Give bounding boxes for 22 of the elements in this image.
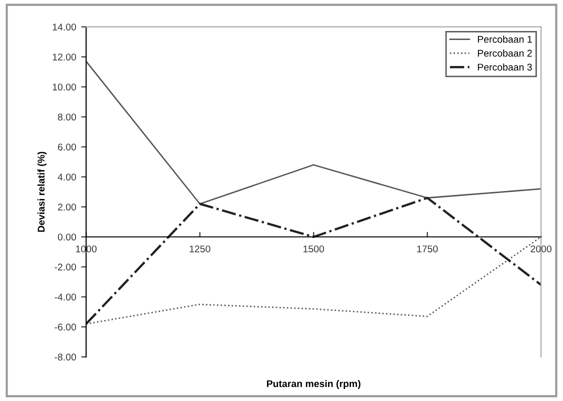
y-tick-label: -6.00 (54, 324, 76, 331)
y-tick-label: -4.00 (54, 294, 76, 301)
y-tick-label: 12.00 (52, 54, 76, 60)
y-axis-title: Deviasi relatif (%) (37, 152, 47, 232)
legend-label: Percobaan 3 (478, 63, 532, 71)
y-tick-label: 8.00 (58, 114, 76, 120)
legend-label: Percobaan 2 (478, 50, 532, 57)
y-tick-label: 14.00 (52, 24, 76, 30)
legend-label: Percobaan 1 (478, 36, 532, 43)
x-tick-label: 1500 (304, 245, 324, 252)
line-series (86, 60, 542, 205)
y-tick-label: 2.00 (58, 204, 76, 210)
y-tick-label: 6.00 (58, 144, 76, 150)
y-tick-label: 4.00 (58, 174, 76, 180)
x-axis-title: Putaran mesin (rpm) (266, 380, 360, 390)
y-tick-label: 0.00 (58, 234, 76, 240)
x-tick-label: 2000 (530, 245, 552, 252)
x-tick-label: 1750 (417, 245, 438, 252)
y-tick-label: -2.00 (54, 264, 76, 270)
y-tick-label: -8.00 (54, 354, 76, 361)
y-tick-label: 10.00 (52, 84, 76, 90)
x-tick-label: 1250 (190, 245, 210, 252)
